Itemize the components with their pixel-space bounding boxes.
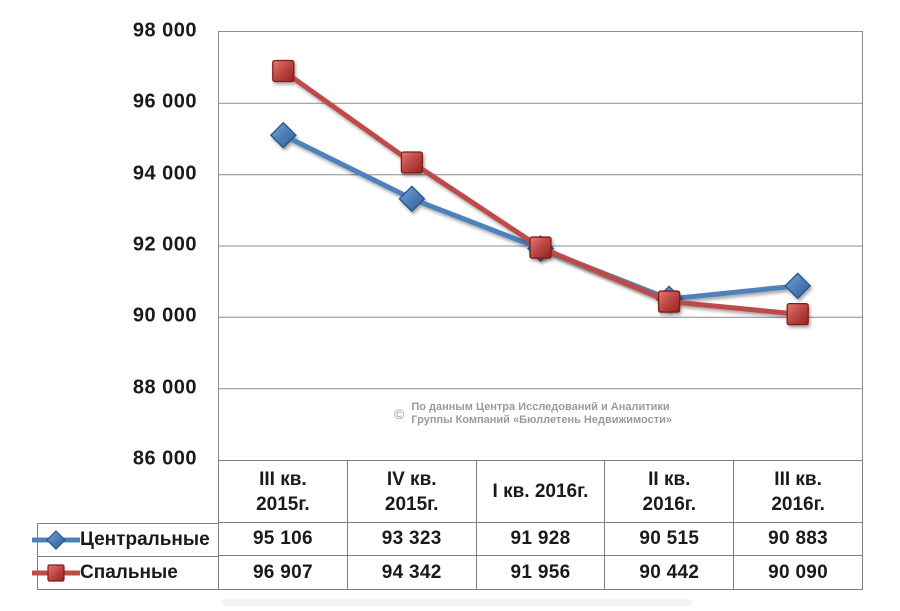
table-header-cell: I кв. 2016г.	[476, 460, 606, 523]
y-axis-label: 86 000	[132, 447, 197, 470]
y-axis-label: 88 000	[132, 376, 197, 399]
table-value-cell: 93 323	[347, 523, 477, 556]
square-marker	[529, 236, 552, 259]
legend-item-central: Центральные	[32, 524, 218, 556]
table-value-cell: 91 928	[476, 523, 606, 556]
table-value-cell: 90 090	[734, 556, 863, 590]
table-value-cell: 95 106	[219, 523, 348, 556]
table-header-cell: III кв. 2016г.	[734, 460, 863, 523]
square-marker	[657, 290, 681, 313]
table-header-cell: III кв. 2015г.	[219, 460, 348, 523]
y-axis-label: 98 000	[132, 19, 197, 42]
legend-marker-icon	[32, 564, 80, 582]
legend-label: Центральные	[80, 529, 210, 550]
table-value-cell: 90 515	[605, 523, 735, 556]
square-marker	[272, 59, 295, 83]
table-header-cell: IV кв. 2015г.	[347, 460, 477, 523]
watermark: © По данным Центра Исследований и Аналит…	[394, 401, 672, 427]
table-value-cell: 96 907	[219, 556, 348, 590]
table-header-cell: II кв. 2016г.	[605, 460, 735, 523]
line-chart-svg	[219, 59, 862, 390]
table-value-cell: 90 883	[734, 523, 863, 556]
plot-area	[218, 31, 863, 460]
series-central	[269, 121, 812, 313]
diamond-marker	[398, 185, 426, 213]
diamond-marker	[269, 121, 297, 149]
data-table: III кв. 2015г. IV кв. 2015г. I кв. 2016г. I…	[218, 460, 863, 590]
y-axis-label: 92 000	[132, 233, 197, 256]
copyright-icon: ©	[394, 406, 405, 422]
square-marker	[400, 151, 424, 174]
table-value-cell: 90 442	[605, 556, 735, 590]
diamond-marker	[784, 272, 812, 300]
legend-item-sleeping: Спальные	[32, 556, 218, 589]
y-axis: 98 000 96 000 94 000 92 000 90 000 88 000 86 0…	[0, 0, 197, 470]
legend-label: Спальные	[80, 562, 178, 583]
square-marker	[786, 302, 809, 326]
series-sleeping	[272, 59, 809, 326]
y-axis-label: 94 000	[132, 162, 197, 185]
table-value-cell: 91 956	[476, 556, 606, 590]
watermark-line2: Группы Компаний «Бюллетень Недвижимости»	[411, 414, 672, 426]
cropped-caption-artifact	[222, 599, 692, 606]
legend-marker-icon	[32, 530, 80, 550]
table-value-cell: 94 342	[347, 556, 477, 590]
y-axis-label: 96 000	[132, 90, 197, 113]
watermark-line1: По данным Центра Исследований и Аналитик…	[411, 401, 670, 413]
y-axis-label: 90 000	[132, 304, 197, 327]
legend: Центральные Спальные	[32, 523, 218, 590]
